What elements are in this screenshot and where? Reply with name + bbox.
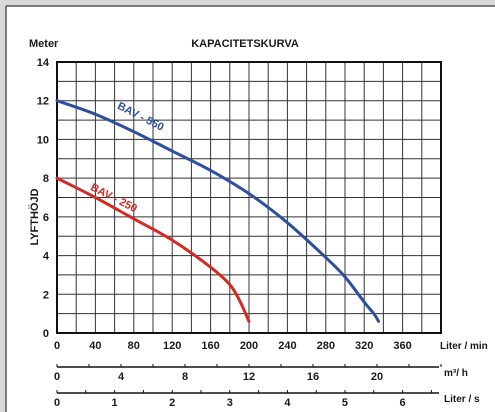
secondary-tick-label: 6 [400, 397, 406, 409]
secondary-tick-label: 20 [371, 371, 383, 383]
x-axis-title: Liter / min [440, 341, 488, 352]
secondary-tick-label: 0 [54, 371, 60, 383]
chart-title: KAPACITETSKURVA [191, 38, 299, 50]
y-unit-label: Meter [29, 38, 59, 50]
y-tick-label: 12 [37, 96, 49, 108]
y-tick-label: 2 [43, 289, 49, 301]
secondary-axis-title: m³/ h [444, 368, 468, 379]
plot-frame [56, 61, 442, 334]
secondary-tick-label: 4 [284, 397, 291, 409]
y-tick-label: 6 [43, 212, 49, 224]
x-tick-label: 200 [240, 340, 258, 352]
secondary-tick-label: 5 [342, 397, 348, 409]
x-tick-label: 120 [163, 340, 181, 352]
x-tick-label: 0 [54, 340, 60, 352]
y-tick-label: 10 [37, 134, 49, 146]
y-tick-label: 4 [43, 251, 50, 263]
x-tick-label: 320 [355, 340, 373, 352]
secondary-tick-label: 1 [112, 397, 118, 409]
secondary-axis-title: Liter / s [444, 394, 480, 405]
series-lines [55, 99, 381, 323]
chart-background [6, 6, 495, 412]
x-tick-label: 40 [89, 340, 101, 352]
secondary-tick-label: 0 [54, 397, 60, 409]
secondary-tick-label: 16 [307, 371, 319, 383]
y-tick-labels: 0 2 4 6 8 10 12 14 [37, 57, 50, 340]
x-tick-label: 160 [201, 340, 219, 352]
series-line-bav-550 [55, 99, 381, 323]
x-tick-labels: 0 40 80 120 160 200 240 280 320 360 [54, 340, 412, 352]
secondary-tick-label: 8 [182, 371, 188, 383]
secondary-tick-label: 3 [227, 397, 233, 409]
y-tick-label: 14 [37, 57, 50, 69]
x-tick-label: 360 [393, 340, 411, 352]
y-axis-title: LYFTHÖJD [28, 188, 41, 245]
secondary-tick-label: 2 [169, 397, 175, 409]
secondary-tick-label: 12 [243, 371, 255, 383]
x-tick-label: 80 [128, 340, 140, 352]
secondary-tick-label: 4 [118, 371, 125, 383]
series-line-bav-250 [55, 176, 251, 323]
secondary-axes: 0 4 8 12 16 20 m³/ h0 1 2 3 4 5 6 Liter / s [54, 364, 480, 409]
x-tick-label: 280 [317, 340, 335, 352]
x-tick-label: 240 [278, 340, 296, 352]
y-tick-label: 0 [43, 328, 49, 340]
grid [56, 61, 442, 334]
y-tick-label: 8 [43, 173, 49, 185]
